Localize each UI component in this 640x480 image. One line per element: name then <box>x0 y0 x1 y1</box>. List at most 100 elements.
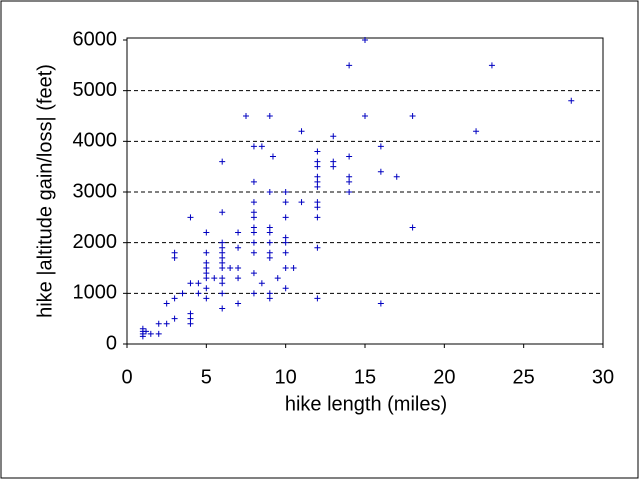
x-tick-label: 30 <box>592 366 614 388</box>
point <box>269 153 276 160</box>
point <box>282 199 289 206</box>
point <box>250 249 257 256</box>
point <box>346 173 353 180</box>
point <box>314 214 321 221</box>
point <box>171 249 178 256</box>
point <box>298 128 305 135</box>
point <box>187 280 194 287</box>
point <box>219 280 226 287</box>
x-tick-label: 5 <box>201 366 212 388</box>
point <box>250 224 257 231</box>
x-tick-label: 25 <box>513 366 535 388</box>
point <box>195 290 202 297</box>
point <box>243 113 249 119</box>
point <box>143 328 150 335</box>
point <box>314 163 321 170</box>
point <box>203 295 210 302</box>
point <box>211 275 218 282</box>
y-axis-label: hike |altitude gain/loss| (feet) <box>34 64 56 318</box>
point <box>250 270 257 277</box>
point <box>377 168 384 175</box>
point <box>282 234 289 241</box>
point <box>282 214 289 221</box>
x-tick-label: 0 <box>121 366 132 388</box>
point <box>203 265 210 271</box>
point <box>282 249 289 256</box>
point <box>362 37 368 43</box>
x-tick-label: 20 <box>433 366 455 388</box>
point <box>473 128 480 135</box>
point <box>235 229 242 236</box>
point <box>155 320 162 327</box>
point <box>330 133 337 140</box>
point <box>314 295 321 302</box>
point <box>314 199 321 206</box>
point <box>330 158 337 165</box>
x-axis-label: hike length (miles) <box>285 393 447 415</box>
x-tick-label: 15 <box>354 366 376 388</box>
point <box>171 295 178 302</box>
point <box>219 275 226 282</box>
point <box>219 265 226 271</box>
point <box>250 178 257 185</box>
point <box>250 199 257 206</box>
point <box>282 189 289 195</box>
point <box>203 270 210 277</box>
point <box>187 214 194 221</box>
point <box>219 290 226 297</box>
point <box>147 330 154 337</box>
point <box>377 300 384 307</box>
point <box>203 249 210 256</box>
point <box>203 285 210 292</box>
point <box>314 158 321 165</box>
point <box>235 265 242 271</box>
point <box>187 310 194 317</box>
point <box>314 173 321 180</box>
point <box>258 143 265 150</box>
point <box>219 254 226 261</box>
point <box>266 189 273 195</box>
point <box>409 224 416 231</box>
point <box>282 285 289 292</box>
point <box>266 224 273 231</box>
point <box>163 320 170 327</box>
y-tick-label: 5000 <box>73 79 118 101</box>
point <box>250 290 257 297</box>
point <box>219 209 226 216</box>
point <box>274 275 281 282</box>
point <box>266 290 273 297</box>
point <box>250 239 257 246</box>
y-tick-label: 4000 <box>73 130 118 152</box>
point <box>195 280 202 287</box>
point <box>235 300 242 307</box>
point <box>266 239 273 246</box>
y-tick-label: 1000 <box>73 282 118 304</box>
point <box>250 143 257 150</box>
point <box>409 113 416 119</box>
point <box>266 254 273 261</box>
point <box>377 143 384 150</box>
point <box>314 204 321 211</box>
point <box>203 275 210 282</box>
point <box>266 113 273 119</box>
point <box>250 214 257 221</box>
point <box>258 280 265 287</box>
y-tick-label: 0 <box>106 332 117 354</box>
point <box>290 265 297 271</box>
point <box>187 315 194 322</box>
point <box>219 249 226 256</box>
point <box>488 62 495 69</box>
point <box>219 158 226 165</box>
point <box>171 254 178 261</box>
point <box>235 275 242 282</box>
point <box>235 244 242 251</box>
point <box>282 239 289 246</box>
point <box>314 148 321 155</box>
y-tick-label: 3000 <box>73 180 118 202</box>
point <box>314 178 321 185</box>
y-tick-label: 6000 <box>73 28 118 50</box>
point <box>266 295 273 302</box>
point <box>314 183 321 190</box>
